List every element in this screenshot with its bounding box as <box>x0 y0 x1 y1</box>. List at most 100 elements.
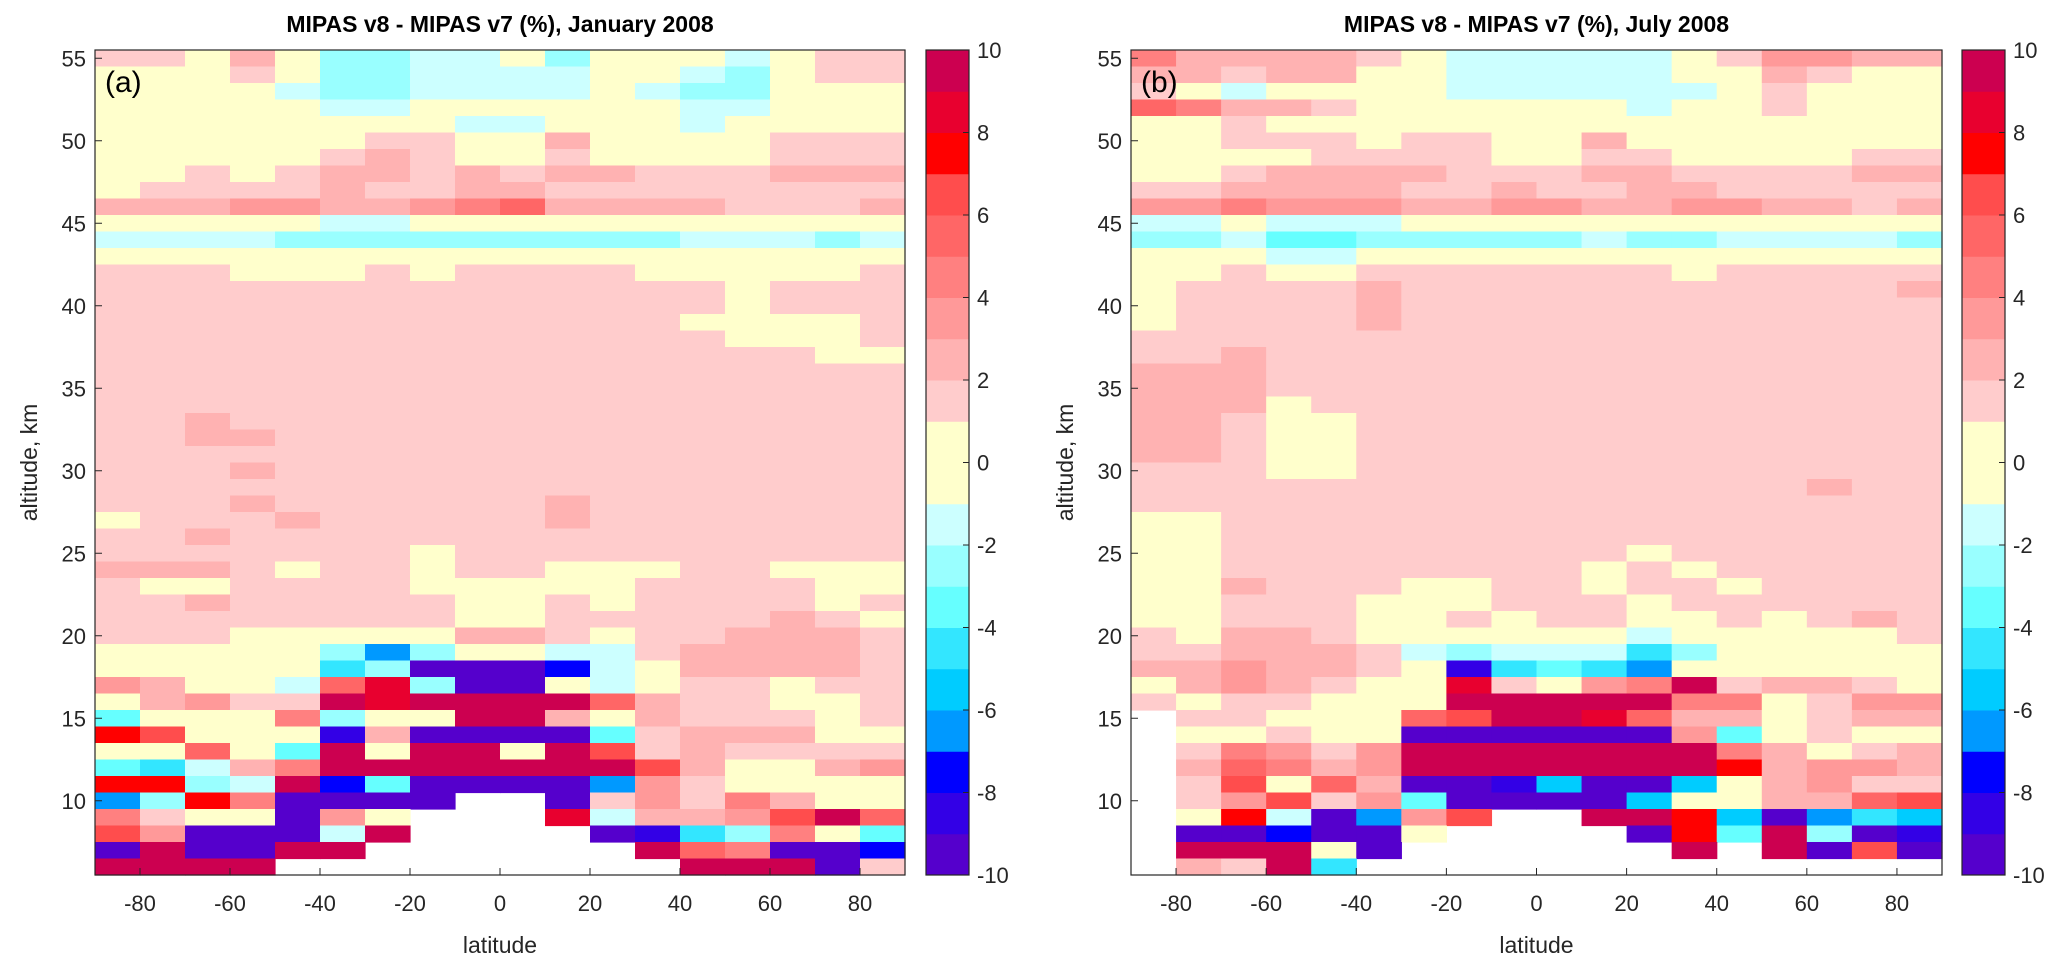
heatmap-cell <box>1131 363 1177 381</box>
heatmap-cell <box>1131 231 1177 249</box>
heatmap-cell <box>1671 297 1718 315</box>
heatmap-cell <box>1581 396 1628 414</box>
heatmap-cell <box>1446 429 1493 447</box>
heatmap-cell <box>365 660 411 678</box>
heatmap-cell <box>1311 693 1357 711</box>
heatmap-cell <box>725 149 771 167</box>
heatmap-cell <box>275 792 321 810</box>
heatmap-cell <box>1491 446 1538 464</box>
heatmap-cell <box>770 759 816 777</box>
heatmap-cell <box>1401 710 1447 728</box>
heatmap-cell <box>365 825 411 843</box>
heatmap-cell <box>1356 660 1402 678</box>
heatmap-cell <box>455 330 501 348</box>
heatmap-cell <box>1896 660 1943 678</box>
colorbar-tick-label: 0 <box>977 451 989 476</box>
x-tick-label: -20 <box>1430 891 1462 916</box>
heatmap-cell <box>1491 363 1538 381</box>
heatmap-cell <box>1401 726 1447 744</box>
y-tick-label: 55 <box>62 46 86 71</box>
heatmap-cell <box>1761 792 1808 810</box>
heatmap-cell <box>1491 512 1538 530</box>
heatmap-cell <box>1671 627 1718 645</box>
heatmap-cell <box>770 677 816 695</box>
heatmap-cell <box>500 149 546 167</box>
heatmap-cell <box>1851 561 1898 579</box>
heatmap-cell <box>1311 776 1357 794</box>
heatmap-cell <box>1536 264 1583 282</box>
heatmap-cell <box>500 99 546 117</box>
heatmap-cell <box>365 627 411 645</box>
heatmap-cell <box>455 627 501 645</box>
heatmap-cell <box>1896 776 1943 794</box>
heatmap-cell <box>1446 479 1493 497</box>
heatmap-cell <box>185 611 231 629</box>
heatmap-cell <box>1401 215 1447 233</box>
heatmap-cell <box>1581 495 1628 513</box>
heatmap-cell <box>1581 710 1628 728</box>
heatmap-cell <box>365 644 411 662</box>
heatmap-cell <box>725 809 771 827</box>
heatmap-cell <box>320 347 366 365</box>
heatmap-cell <box>1716 479 1763 497</box>
heatmap-cell <box>1401 165 1447 183</box>
heatmap-cell <box>320 413 366 431</box>
heatmap-cell <box>230 66 276 84</box>
heatmap-cell <box>230 743 276 761</box>
heatmap-cell <box>410 347 456 365</box>
heatmap-cell <box>590 429 636 447</box>
heatmap-cell <box>860 776 906 794</box>
heatmap-cell <box>1851 396 1898 414</box>
heatmap-cell <box>410 66 456 84</box>
heatmap-cell <box>1761 693 1808 711</box>
heatmap-cell <box>1626 314 1673 332</box>
heatmap-cell <box>860 825 906 843</box>
heatmap-cell <box>1716 314 1763 332</box>
heatmap-cell <box>320 611 366 629</box>
heatmap-cell <box>1716 644 1763 662</box>
heatmap-cell <box>770 660 816 678</box>
heatmap-cell <box>1221 231 1267 249</box>
heatmap-cell <box>1716 363 1763 381</box>
heatmap-cell <box>725 132 771 150</box>
heatmap-cell <box>590 726 636 744</box>
heatmap-cell <box>320 759 366 777</box>
heatmap-cell <box>770 858 816 876</box>
heatmap-cell <box>275 594 321 612</box>
heatmap-cell <box>1716 561 1763 579</box>
heatmap-cell <box>860 578 906 596</box>
heatmap-cell <box>1851 528 1898 546</box>
heatmap-cell <box>455 677 501 695</box>
heatmap-cell <box>1896 413 1943 431</box>
heatmap-cell <box>275 248 321 266</box>
heatmap-cell <box>1626 281 1673 299</box>
colorbar-tick-label: -6 <box>977 698 997 723</box>
heatmap-cell <box>1536 512 1583 530</box>
heatmap-cell <box>95 842 141 860</box>
heatmap-cell <box>1491 594 1538 612</box>
heatmap-cell <box>1761 561 1808 579</box>
heatmap-cell <box>1626 545 1673 563</box>
heatmap-cell <box>1446 611 1493 629</box>
heatmap-cell <box>1176 347 1222 365</box>
heatmap-cell <box>590 627 636 645</box>
heatmap-cell <box>95 99 141 117</box>
heatmap-cell <box>1581 429 1628 447</box>
heatmap-cell <box>95 792 141 810</box>
heatmap-cell <box>1221 759 1267 777</box>
heatmap-cell <box>860 347 906 365</box>
heatmap-cell <box>545 809 591 827</box>
heatmap-cell <box>815 363 861 381</box>
heatmap-cell <box>1176 677 1222 695</box>
heatmap-cell <box>1446 297 1493 315</box>
heatmap-cell <box>1446 281 1493 299</box>
heatmap-cell <box>1491 776 1538 794</box>
heatmap-cell <box>1401 561 1447 579</box>
heatmap-cell <box>410 627 456 645</box>
heatmap-cell <box>1761 297 1808 315</box>
heatmap-cell <box>635 792 681 810</box>
heatmap-cell <box>635 495 681 513</box>
heatmap-cell <box>1671 165 1718 183</box>
heatmap-cell <box>1806 710 1853 728</box>
heatmap-cell <box>1446 330 1493 348</box>
